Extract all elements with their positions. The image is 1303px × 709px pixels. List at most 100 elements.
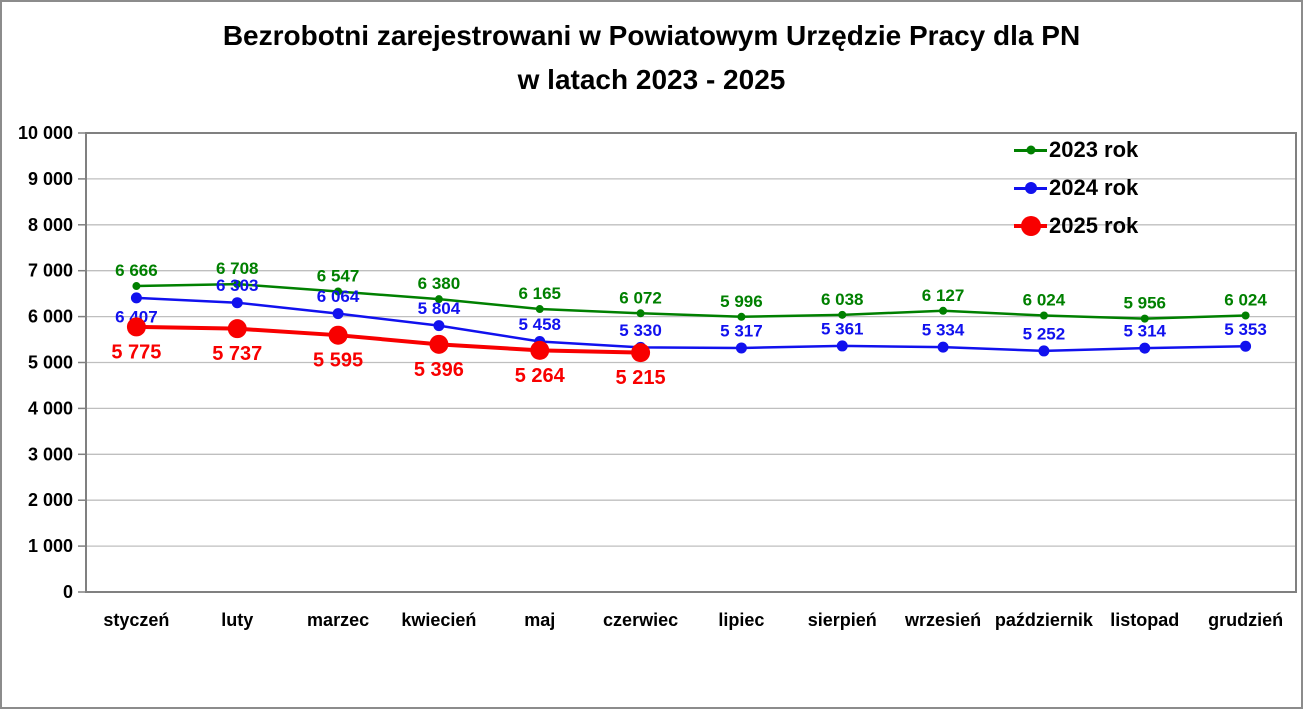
data-point-marker (1140, 314, 1149, 323)
data-point-marker (1240, 340, 1252, 352)
data-point-marker (1038, 345, 1050, 357)
x-tick-label: styczeń (103, 610, 169, 630)
data-point-marker (836, 340, 848, 352)
x-tick-label: czerwiec (603, 610, 678, 630)
data-point-marker (737, 312, 746, 321)
x-tick-label: grudzień (1208, 610, 1283, 630)
data-point-marker (631, 343, 651, 363)
data-label: 5 996 (720, 292, 763, 311)
x-tick-label: maj (524, 610, 555, 630)
data-label: 5 330 (619, 321, 662, 340)
data-label: 5 317 (720, 321, 763, 340)
data-point-marker (328, 325, 348, 345)
y-tick-label: 9 000 (28, 169, 73, 189)
data-label: 6 165 (518, 284, 561, 303)
chart-title: Bezrobotni zarejestrowani w Powiatowym U… (2, 14, 1301, 102)
data-point-marker (530, 340, 550, 360)
data-point-marker (535, 305, 544, 314)
data-point-marker (838, 310, 847, 319)
data-point-marker (1241, 311, 1250, 320)
data-label: 6 038 (821, 290, 864, 309)
x-tick-label: październik (995, 610, 1094, 630)
data-label: 6 666 (115, 261, 158, 280)
data-point-marker (1039, 311, 1048, 320)
series-line-2024 (136, 296, 1246, 353)
legend-label-2024: 2024 rok (1049, 175, 1139, 200)
legend-entry-2024: 2024 rok (1014, 169, 1138, 207)
data-label: 5 215 (616, 367, 666, 389)
data-point-marker (636, 309, 645, 318)
data-point-marker (231, 297, 243, 309)
legend-label-2023: 2023 rok (1049, 137, 1139, 162)
chart-title-line1: Bezrobotni zarejestrowani w Powiatowym U… (222, 20, 1081, 51)
y-tick-label: 10 000 (18, 123, 73, 143)
data-label: 5 458 (518, 315, 561, 334)
x-tick-label: marzec (307, 610, 369, 630)
data-point-marker (937, 341, 949, 353)
series-line-2023 (136, 282, 1246, 320)
data-point-marker (429, 334, 449, 354)
legend-label-2025: 2025 rok (1049, 213, 1139, 238)
data-label: 6 303 (216, 276, 259, 295)
data-label: 6 127 (922, 286, 965, 305)
data-label: 6 024 (1023, 290, 1066, 309)
data-point-marker (233, 280, 242, 289)
y-tick-label: 3 000 (28, 444, 73, 464)
data-label: 5 252 (1023, 324, 1066, 343)
data-label: 6 547 (317, 266, 360, 285)
plot-border (85, 132, 1297, 593)
data-label: 6 024 (1224, 290, 1267, 309)
x-tick-label: listopad (1110, 610, 1179, 630)
x-tick-label: wrzesień (904, 610, 981, 630)
y-tick-label: 2 000 (28, 490, 73, 510)
chart-legend: 2023 rok 2024 rok 2025 rok (1014, 131, 1138, 245)
data-point-marker (132, 282, 141, 291)
data-label: 6 064 (317, 287, 360, 306)
data-point-marker (735, 342, 747, 354)
data-label: 5 396 (414, 359, 464, 381)
x-tick-label: kwiecień (401, 610, 476, 630)
data-point-marker (1139, 342, 1151, 354)
chart-title-line2: w latach 2023 - 2025 (517, 64, 786, 95)
data-point-marker (433, 320, 445, 332)
y-tick-label: 1 000 (28, 536, 73, 556)
data-label: 6 708 (216, 259, 259, 278)
y-tick-label: 7 000 (28, 261, 73, 281)
y-tick-label: 6 000 (28, 307, 73, 327)
y-tick-label: 5 000 (28, 353, 73, 373)
data-point-marker (227, 319, 247, 339)
x-tick-label: luty (221, 610, 253, 630)
data-label: 5 956 (1123, 294, 1166, 313)
data-point-marker (939, 306, 948, 315)
data-label: 5 334 (922, 321, 965, 340)
x-tick-label: sierpień (808, 610, 877, 630)
legend-marker-2024-icon (1014, 182, 1047, 194)
data-point-marker (130, 292, 142, 304)
data-label: 5 595 (313, 350, 363, 372)
legend-entry-2025: 2025 rok (1014, 207, 1138, 245)
data-label: 5 775 (111, 341, 161, 363)
data-label: 5 353 (1224, 320, 1267, 339)
data-label: 6 072 (619, 288, 662, 307)
data-label: 5 314 (1123, 322, 1166, 341)
x-tick-label: lipiec (718, 610, 764, 630)
data-label: 6 407 (115, 307, 158, 326)
data-point-marker (332, 308, 344, 320)
data-label: 6 380 (418, 274, 461, 293)
y-tick-label: 0 (63, 582, 73, 602)
data-label: 5 737 (212, 343, 262, 365)
data-label: 5 804 (418, 299, 461, 318)
legend-marker-2023-icon (1014, 145, 1047, 155)
y-tick-label: 8 000 (28, 215, 73, 235)
series-line-2025 (136, 324, 641, 355)
y-tick-label: 4 000 (28, 398, 73, 418)
data-point-marker (434, 295, 443, 304)
legend-marker-2025-icon (1014, 216, 1047, 236)
data-point-marker (126, 317, 146, 337)
data-label: 5 264 (515, 365, 566, 387)
legend-entry-2023: 2023 rok (1014, 131, 1138, 169)
data-label: 5 361 (821, 319, 864, 338)
data-point-marker (334, 287, 343, 296)
